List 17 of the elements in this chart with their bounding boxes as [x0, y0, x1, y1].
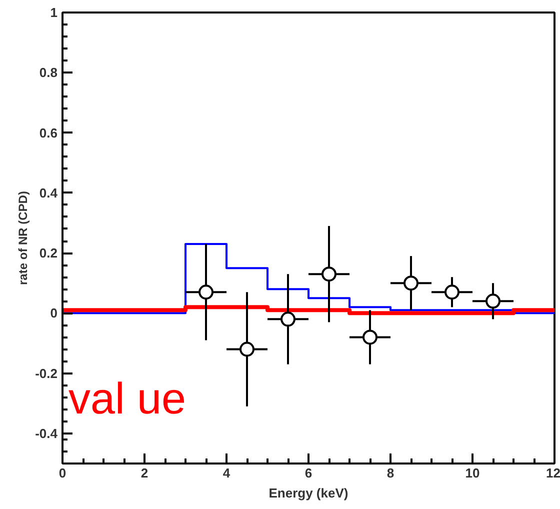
x-axis-title: Energy (keV) [268, 486, 348, 500]
y-tick-label: -0.2 [35, 366, 58, 381]
annotation: val ue [68, 374, 186, 424]
x-tick-label: 2 [140, 466, 148, 480]
y-tick-label: 0.2 [39, 246, 58, 261]
y-tick-label: 0.8 [39, 65, 58, 80]
y-axis-title: rate of NR (CPD) [16, 190, 30, 285]
y-tick-label: 1 [50, 5, 58, 20]
y-tick-label: 0.6 [39, 125, 58, 140]
x-tick-label: 6 [304, 466, 312, 480]
y-tick-label: 0.4 [39, 185, 58, 200]
y-tick-label: 0 [50, 306, 58, 321]
y-tick-label: -0.4 [35, 426, 58, 441]
x-tick-label: 4 [222, 466, 231, 480]
x-tick-label: 8 [386, 466, 394, 480]
x-tick-label: 12 [546, 466, 560, 480]
x-tick-label: 10 [465, 466, 480, 480]
